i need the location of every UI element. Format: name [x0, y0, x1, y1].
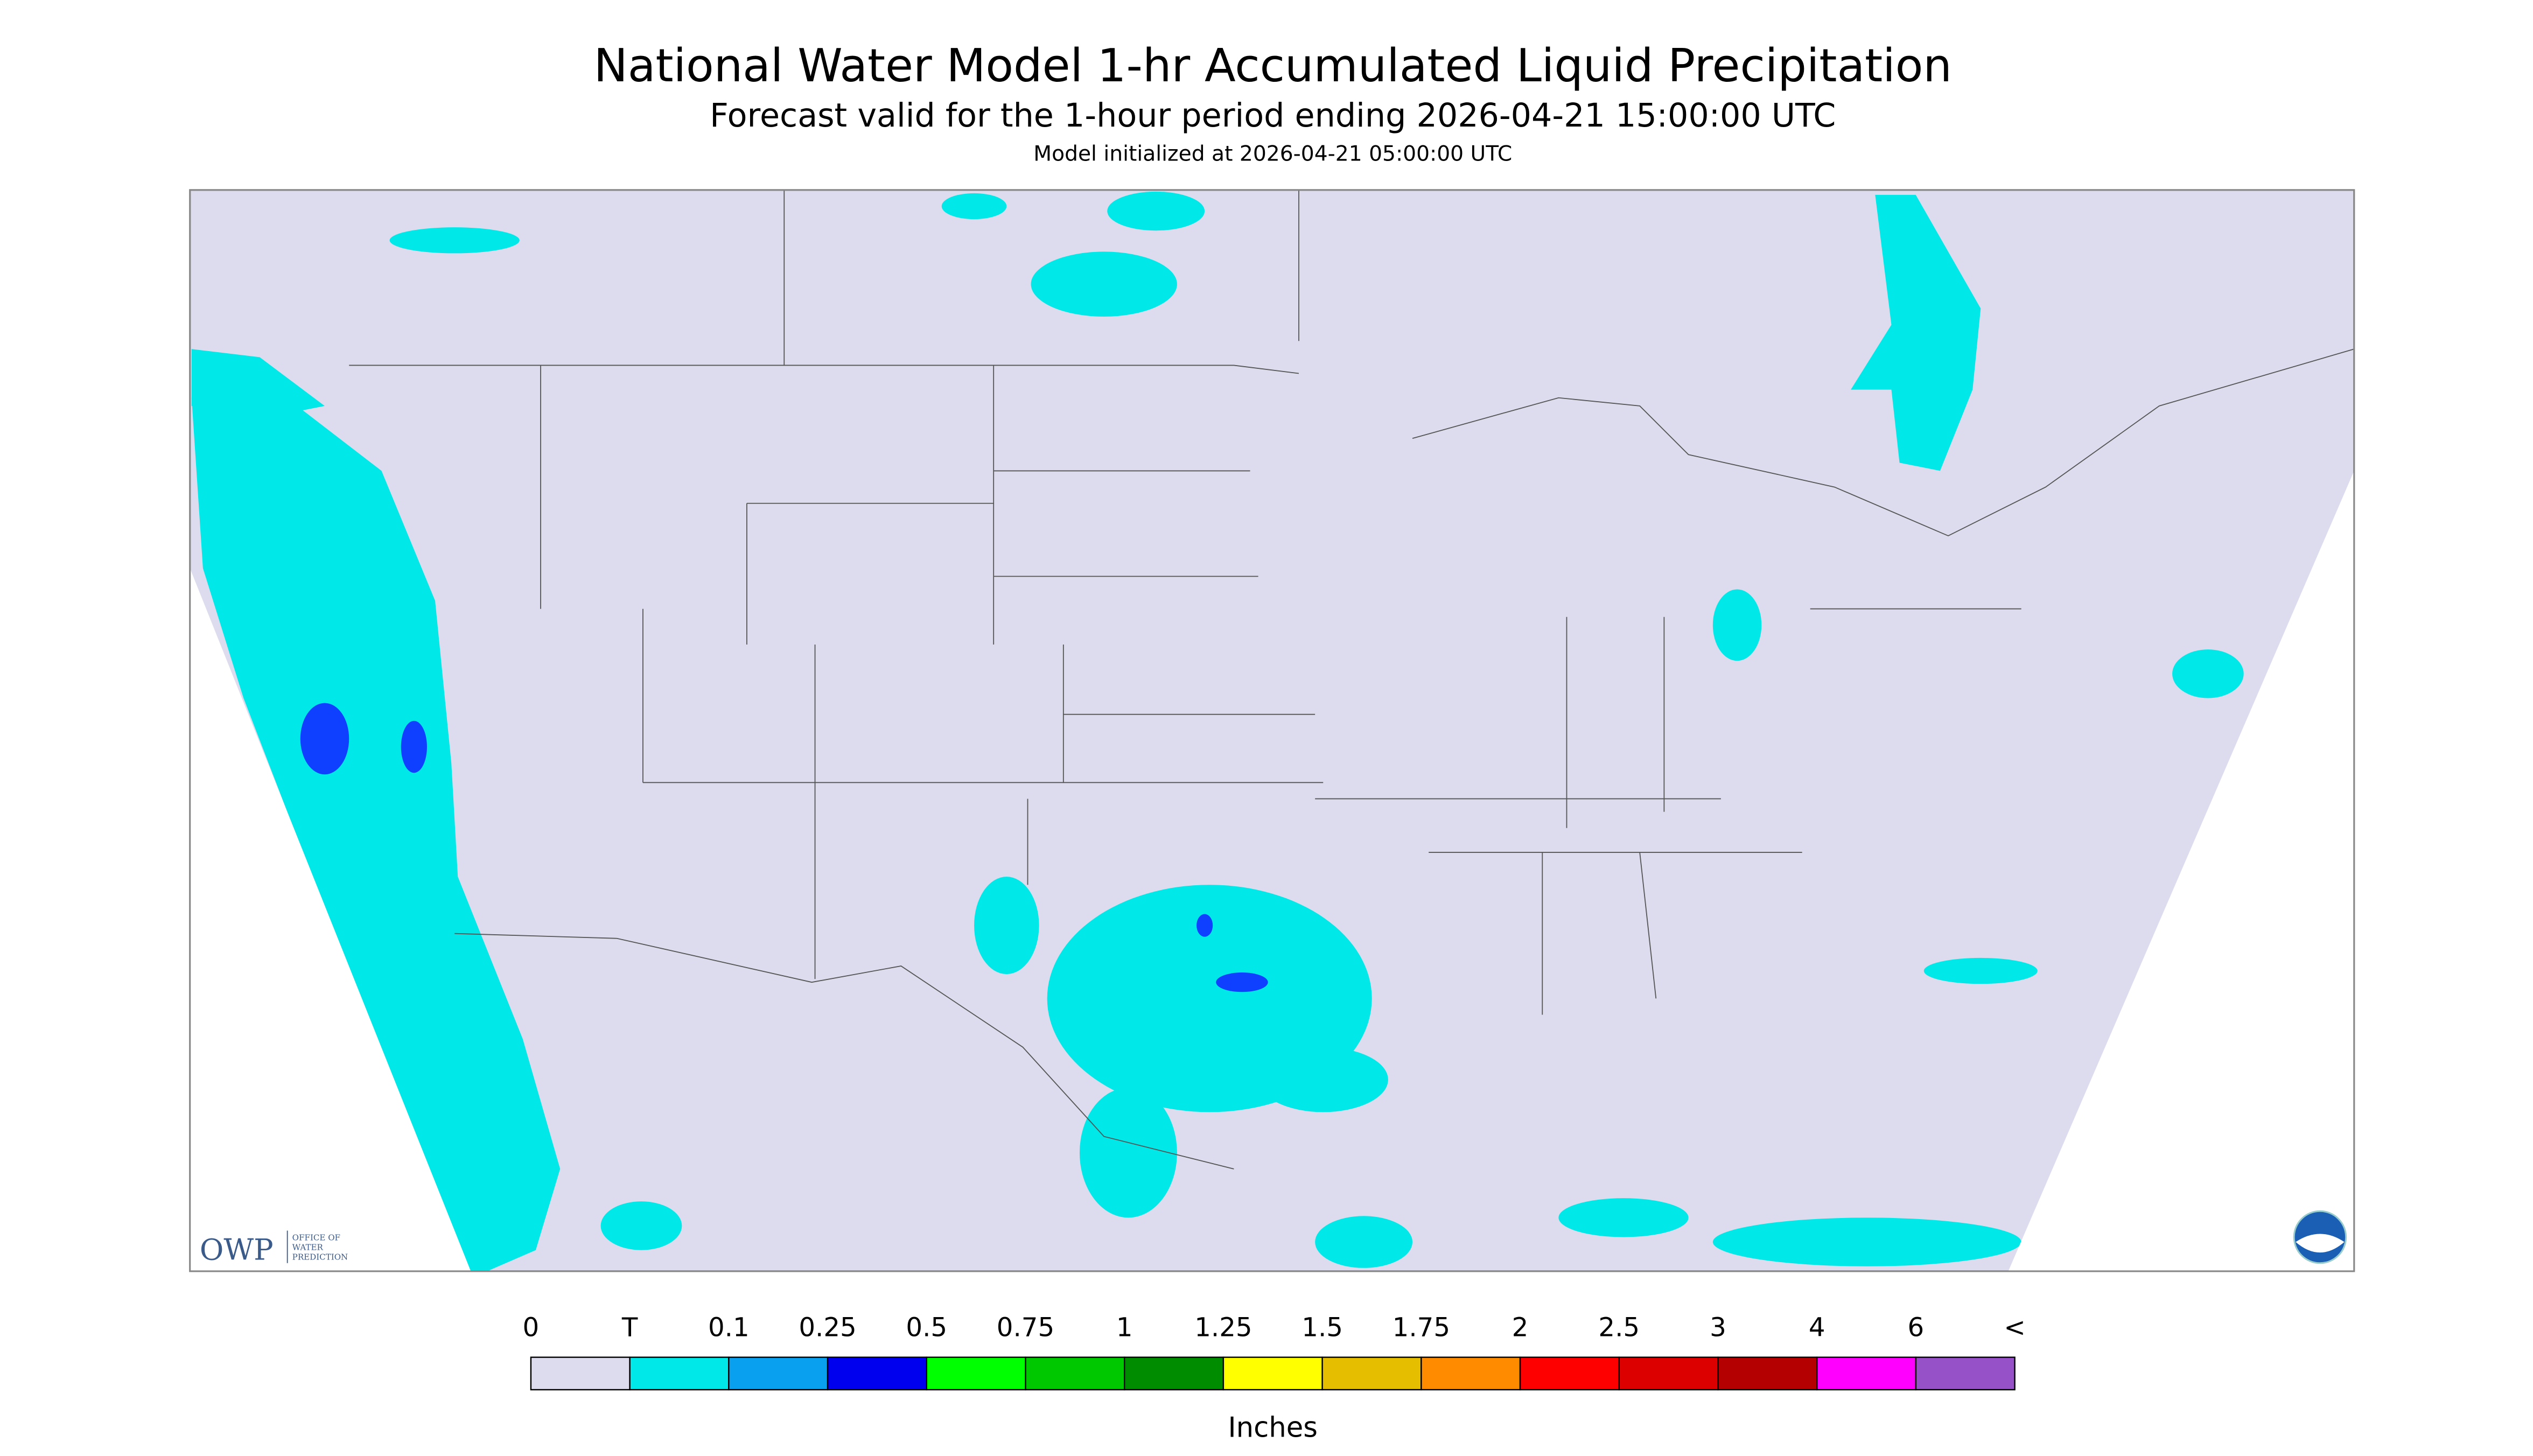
legend-swatch — [1222, 1356, 1323, 1391]
legend-label: 6 — [1908, 1312, 1925, 1342]
legend-swatch — [1816, 1356, 1917, 1391]
legend-label: 0.5 — [906, 1312, 947, 1342]
logo-subtext: OFFICE OF — [292, 1233, 340, 1243]
logo-text: OWP — [200, 1233, 274, 1267]
legend-label: 1 — [1116, 1312, 1133, 1342]
legend-swatch — [1025, 1356, 1125, 1391]
map: OWP OFFICE OF WATER PREDICTION — [189, 189, 2355, 1272]
projection-edge — [2008, 471, 2354, 1271]
logo-subtext: WATER — [292, 1243, 324, 1252]
borders — [349, 190, 2355, 1170]
legend-swatch — [827, 1356, 927, 1391]
legend-swatch — [1519, 1356, 1620, 1391]
legend-label: 0.75 — [997, 1312, 1054, 1342]
legend-label: 1.5 — [1302, 1312, 1343, 1342]
legend-swatch — [1915, 1356, 2016, 1391]
logo-subtext: PREDICTION — [292, 1252, 348, 1262]
projection-edge — [190, 568, 471, 1271]
legend-label: T — [621, 1312, 638, 1342]
legend-swatch — [1321, 1356, 1422, 1391]
precipitation — [191, 191, 2244, 1271]
legend-label: 0 — [523, 1312, 540, 1342]
legend-swatch — [1421, 1356, 1521, 1391]
legend-label: 1.25 — [1194, 1312, 1252, 1342]
legend-swatch — [1123, 1356, 1224, 1391]
legend-swatch — [926, 1356, 1026, 1391]
legend-label: 0.25 — [799, 1312, 856, 1342]
legend-label: 0.1 — [708, 1312, 750, 1342]
legend: 0 T 0.1 0.25 0.5 0.75 1 1.25 1.5 1.75 2 2.5 3 4 6 < — [523, 1312, 2026, 1391]
legend-swatch — [629, 1356, 730, 1391]
legend-label: < — [2004, 1312, 2025, 1342]
legend-unit: Inches — [1228, 1411, 1318, 1444]
legend-label: 2 — [1512, 1312, 1529, 1342]
legend-swatch — [728, 1356, 829, 1391]
legend-label: 3 — [1710, 1312, 1726, 1342]
legend-label: 1.75 — [1393, 1312, 1450, 1342]
subtitle: Forecast valid for the 1-hour period end… — [710, 97, 1836, 135]
init-time: Model initialized at 2026-04-21 05:00:00… — [1033, 142, 1512, 166]
legend-swatch — [1717, 1356, 1818, 1391]
legend-swatch — [1618, 1356, 1719, 1391]
title: National Water Model 1-hr Accumulated Li… — [594, 39, 1952, 92]
legend-label: 4 — [1809, 1312, 1825, 1342]
legend-swatch — [530, 1356, 631, 1391]
legend-label: 2.5 — [1598, 1312, 1640, 1342]
